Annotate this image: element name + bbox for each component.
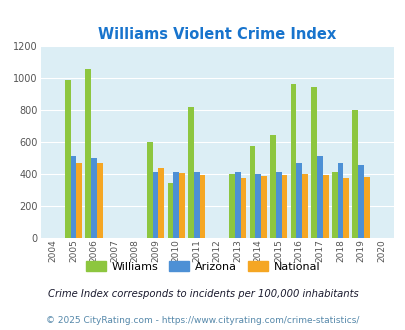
Bar xyxy=(199,175,205,238)
Bar xyxy=(343,178,348,238)
Bar xyxy=(322,175,328,238)
Bar xyxy=(188,107,193,238)
Bar xyxy=(255,174,260,238)
Bar xyxy=(352,110,357,238)
Bar xyxy=(70,156,76,238)
Bar xyxy=(281,175,287,238)
Bar xyxy=(158,168,164,238)
Text: Crime Index corresponds to incidents per 100,000 inhabitants: Crime Index corresponds to incidents per… xyxy=(47,289,358,299)
Text: © 2025 CityRating.com - https://www.cityrating.com/crime-statistics/: © 2025 CityRating.com - https://www.city… xyxy=(46,316,359,325)
Bar xyxy=(331,172,337,238)
Bar xyxy=(240,178,246,238)
Bar xyxy=(311,87,316,238)
Bar xyxy=(234,172,240,238)
Bar xyxy=(260,176,266,238)
Bar xyxy=(173,172,179,238)
Bar xyxy=(167,183,173,238)
Legend: Williams, Arizona, National: Williams, Arizona, National xyxy=(81,256,324,276)
Bar xyxy=(97,163,102,238)
Bar xyxy=(147,142,152,238)
Bar xyxy=(301,174,307,238)
Bar xyxy=(85,69,91,238)
Bar xyxy=(275,172,281,238)
Bar xyxy=(91,158,97,238)
Bar xyxy=(337,163,343,238)
Bar xyxy=(316,156,322,238)
Bar xyxy=(65,81,70,238)
Title: Williams Violent Crime Index: Williams Violent Crime Index xyxy=(98,27,335,42)
Bar xyxy=(228,174,234,238)
Bar xyxy=(357,165,363,238)
Bar xyxy=(296,163,301,238)
Bar xyxy=(290,84,296,238)
Bar xyxy=(76,163,82,238)
Bar xyxy=(249,146,255,238)
Bar xyxy=(179,173,184,238)
Bar xyxy=(270,135,275,238)
Bar xyxy=(193,172,199,238)
Bar xyxy=(152,172,158,238)
Bar xyxy=(363,177,369,238)
